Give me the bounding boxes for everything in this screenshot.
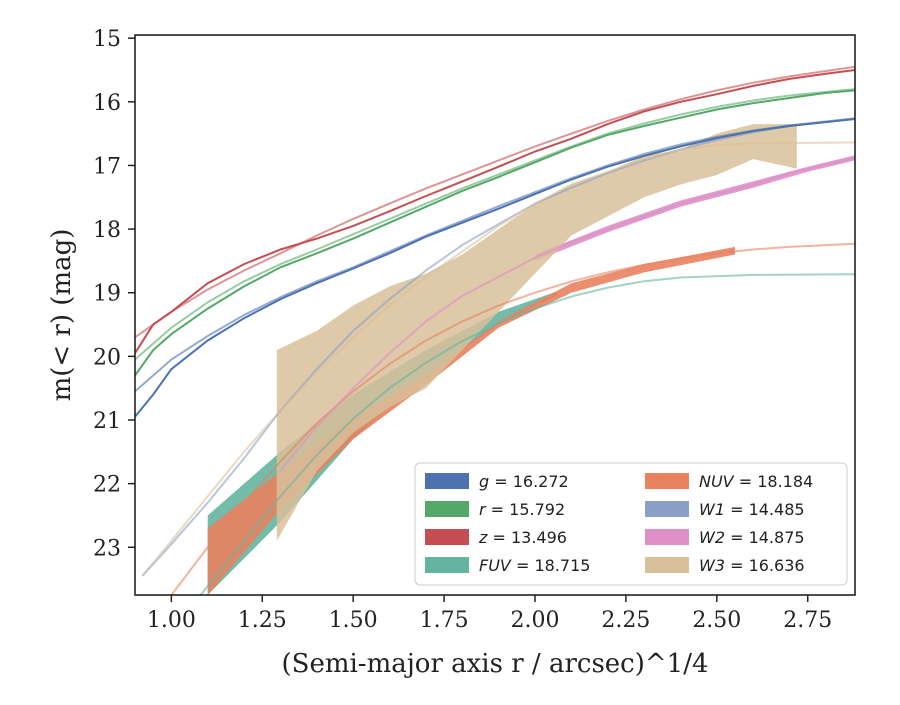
w3-band [276, 124, 797, 541]
y-tick-label: 19 [93, 282, 121, 307]
z-observed-curve [135, 69, 855, 354]
legend-swatch-w2 [645, 529, 689, 545]
z-model-curve [135, 65, 855, 339]
model-curve-layer [135, 65, 855, 595]
x-tick-label: 2.25 [601, 608, 650, 633]
legend-swatch-z [425, 529, 469, 545]
legend-label-w2: W2 = 14.875 [699, 528, 805, 547]
x-tick-label: 1.25 [238, 608, 287, 633]
legend: g = 16.272 r = 15.792 z = 13.496 FUV = 18.7… [414, 462, 848, 586]
legend-label-w1: W1 = 14.485 [699, 500, 805, 519]
y-tick-label: 15 [93, 27, 121, 52]
legend-label-g: g = 16.272 [479, 472, 569, 491]
x-axis-title: (Semi-major axis r / arcsec)^1/4 [281, 649, 708, 679]
legend-swatch-r [425, 501, 469, 517]
x-tick-label: 2.00 [511, 608, 560, 633]
x-tick-label: 2.50 [692, 608, 741, 633]
x-tick-label: 2.75 [783, 608, 832, 633]
legend-label-r: r = 15.792 [479, 500, 565, 519]
w1-model-curve [141, 117, 855, 577]
y-tick-label: 18 [93, 218, 121, 243]
x-tick-label: 1.00 [147, 608, 196, 633]
legend-label-fuv: FUV = 18.715 [479, 556, 590, 575]
legend-box [414, 462, 848, 586]
y-tick-label: 22 [93, 473, 121, 498]
w3-model-curve [141, 141, 855, 577]
observed-curve-layer [135, 69, 855, 418]
legend-label-nuv: NUV = 18.184 [699, 472, 813, 491]
legend-swatch-nuv [645, 473, 689, 489]
legend-label-w3: W3 = 16.636 [699, 556, 805, 575]
y-tick-label: 17 [93, 154, 121, 179]
r-model-curve [135, 88, 855, 361]
w2-model-curve [279, 156, 855, 472]
legend-swatch-g [425, 473, 469, 489]
r-observed-curve [135, 89, 855, 377]
fuv-model-curve [199, 273, 855, 595]
legend-swatch-fuv [425, 557, 469, 573]
legend-swatch-w3 [645, 557, 689, 573]
legend-label-z: z = 13.496 [478, 528, 567, 547]
x-tick-label: 1.75 [420, 608, 469, 633]
y-tick-label: 21 [93, 409, 121, 434]
y-axis-title: m(< r) (mag) [47, 229, 77, 402]
x-tick-label: 1.50 [329, 608, 378, 633]
y-tick-label: 16 [93, 91, 121, 116]
axes-layer: 1.00 1.25 1.50 1.75 2.00 2.25 2.50 2.75 15 16 17 18… [93, 27, 832, 633]
y-tick-label: 23 [93, 536, 121, 561]
y-tick-label: 20 [93, 345, 121, 370]
nuv-model-curve [170, 242, 855, 595]
g-observed-curve [135, 118, 855, 418]
legend-swatch-w1 [645, 501, 689, 517]
g-model-curve [135, 117, 855, 393]
plot-frame [134, 34, 856, 596]
